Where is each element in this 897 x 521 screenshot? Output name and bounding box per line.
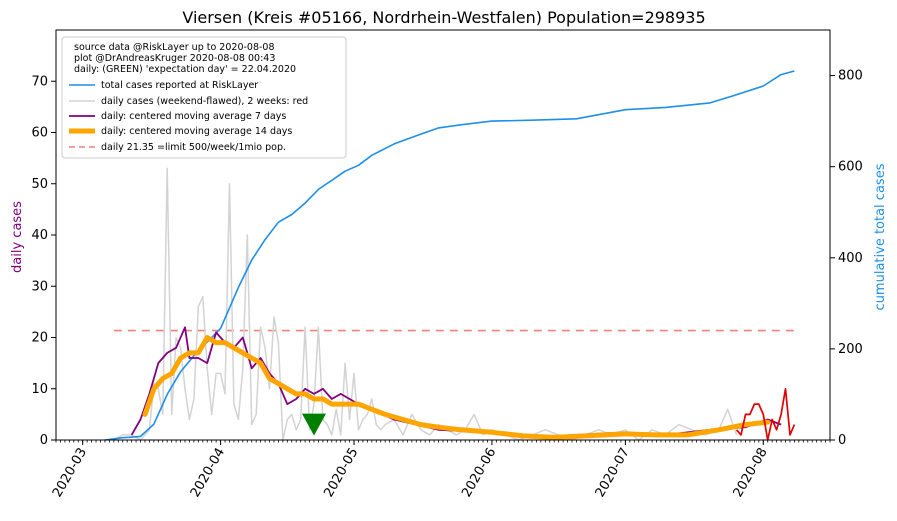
legend-note-2: plot @DrAndreasKruger 2020-08-08 00:43: [74, 53, 275, 64]
series-cumulative-line: [104, 70, 795, 441]
legend-box: [61, 36, 347, 159]
y-axis-label-right: cumulative total cases: [873, 163, 888, 310]
y-left-tick-label: 40: [31, 228, 48, 243]
series-daily-recent-line: [735, 387, 796, 441]
legend-label-limit: daily 21.35 =limit 500/week/1mio pop.: [101, 142, 286, 153]
plot-layer: [104, 70, 796, 441]
y-axis-label-left: daily cases: [10, 201, 25, 273]
legend-note-1: source data @RiskLayer up to 2020-08-08: [74, 42, 275, 53]
legend: source data @RiskLayer up to 2020-08-08 …: [61, 36, 347, 159]
y-right-tick-label: 600: [838, 160, 863, 175]
legend-label-daily: daily cases (weekend-flawed), 2 weeks: r…: [101, 96, 308, 107]
series-daily-cases-line: [113, 167, 738, 441]
y-left-tick-label: 70: [31, 74, 48, 89]
legend-label-cumulative: total cases reported at RiskLayer: [101, 80, 258, 91]
chart-title: Viersen (Kreis #05166, Nordrhein-Westfal…: [182, 8, 705, 27]
y-right-tick-label: 400: [838, 251, 863, 266]
y-left-tick-label: 60: [31, 126, 48, 141]
y-left-tick-label: 30: [31, 279, 48, 294]
legend-note-3: daily: (GREEN) 'expectation day' = 22.04…: [74, 64, 296, 75]
series-ma14-line: [142, 335, 771, 440]
y-left-tick-label: 0: [40, 433, 48, 448]
y-right-tick-label: 800: [838, 69, 863, 84]
legend-label-ma7: daily: centered moving average 7 days: [101, 111, 286, 122]
y-left-tick-label: 50: [31, 177, 48, 192]
y-right-tick-label: 0: [838, 433, 846, 448]
y-left-tick-label: 10: [31, 382, 48, 397]
y-left-tick-label: 20: [31, 331, 48, 346]
legend-label-ma14: daily: centered moving average 14 days: [101, 126, 292, 137]
expectation-day-marker: [302, 413, 326, 436]
y-right-tick-label: 200: [838, 342, 863, 357]
